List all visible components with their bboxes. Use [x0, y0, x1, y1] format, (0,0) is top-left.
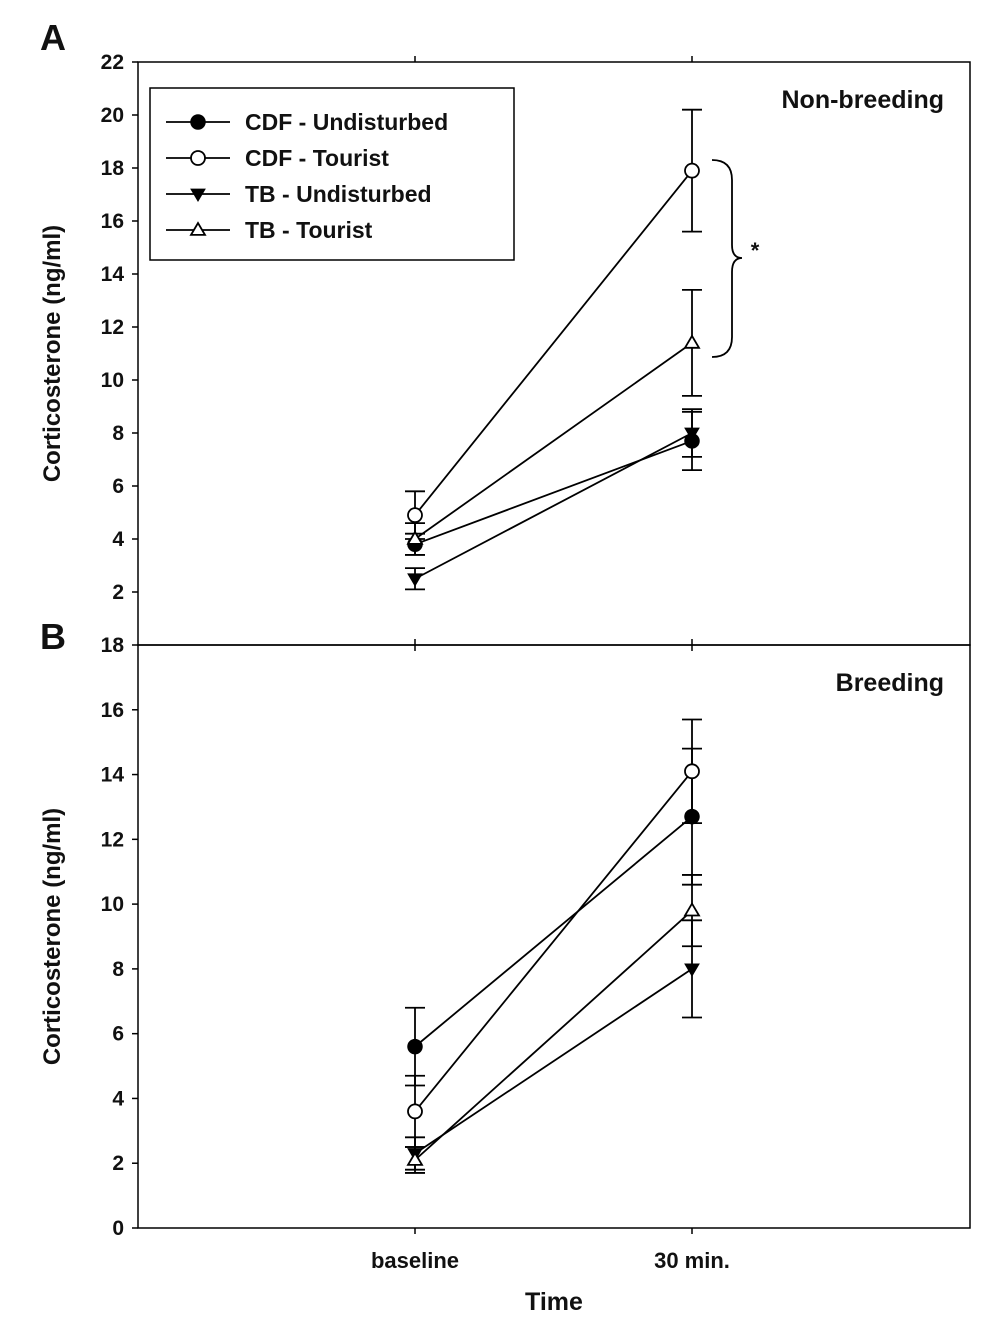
y-tick-label: 22	[101, 51, 124, 74]
data-point	[407, 573, 423, 587]
y-tick-label: 0	[112, 1217, 124, 1240]
y-tick-label: 16	[101, 699, 124, 722]
legend-label: TB - Undisturbed	[245, 181, 432, 207]
x-axis-label: Time	[525, 1288, 583, 1316]
series-line	[414, 770, 693, 1112]
series-line	[414, 170, 693, 516]
y-tick-label: 6	[112, 475, 124, 498]
data-point	[407, 507, 423, 524]
y-tick-label: 10	[101, 369, 124, 392]
series-cdf-undisturbed	[405, 410, 702, 556]
y-tick-label: 4	[112, 528, 124, 551]
series-line	[414, 342, 693, 540]
data-point	[407, 1038, 423, 1055]
significance-asterisk: *	[751, 238, 760, 263]
y-tick-label: 2	[112, 1152, 124, 1175]
y-tick-label: 12	[101, 828, 124, 851]
data-point	[683, 901, 701, 917]
significance-bracket	[711, 159, 743, 358]
y-tick-label: 18	[101, 634, 125, 657]
x-tick-label: 30 min.	[654, 1248, 730, 1273]
panel-label: B	[40, 616, 66, 657]
legend-label: TB - Tourist	[245, 217, 373, 243]
data-point	[684, 963, 700, 977]
y-axis-label: Corticosterone (ng/ml)	[39, 808, 66, 1065]
y-tick-label: 6	[112, 1023, 124, 1046]
y-tick-label: 16	[101, 210, 124, 233]
panel-title: Non-breeding	[782, 86, 945, 114]
y-tick-label: 2	[112, 581, 124, 604]
data-point	[407, 1103, 423, 1120]
panel-a: 2 4 6 8 10 12 14 16 18 20 22 Corticosterone (ng/ml)…	[39, 17, 971, 651]
panel-title: Breeding	[836, 669, 944, 697]
series-tb-tourist	[405, 288, 702, 556]
panel-b: 0 2 4 6 8 10 12 14 16 18 baseline 30 min. Corticoste…	[39, 616, 971, 1316]
y-axis-label: Corticosterone (ng/ml)	[39, 225, 66, 482]
y-tick-label: 8	[112, 422, 124, 445]
plot-frame	[137, 644, 971, 1229]
legend-marker	[189, 221, 207, 236]
legend-marker	[190, 188, 206, 202]
data-point	[684, 162, 700, 179]
legend-marker	[190, 150, 206, 166]
series-tb-undisturbed	[405, 408, 702, 591]
legend: CDF - Undisturbed CDF - Tourist TB - Undis…	[149, 87, 515, 261]
y-tick-label: 4	[112, 1087, 124, 1110]
y-tick-label: 8	[112, 958, 124, 981]
y-tick-label: 12	[101, 316, 124, 339]
y-tick-label: 10	[101, 893, 124, 916]
x-tick-label: baseline	[371, 1248, 459, 1273]
data-point	[406, 530, 424, 545]
series-tb-undisturbed	[405, 919, 702, 1171]
y-tick-label: 20	[101, 104, 124, 127]
data-point	[683, 334, 701, 349]
data-point	[406, 1151, 424, 1166]
legend-label: CDF - Tourist	[245, 145, 389, 171]
legend-box	[149, 87, 515, 261]
series-line	[414, 909, 693, 1161]
legend-label: CDF - Undisturbed	[245, 109, 448, 135]
series-line	[414, 440, 693, 546]
series-line	[414, 968, 693, 1155]
y-tick-label: 14	[101, 263, 125, 286]
series-cdf-tourist	[405, 718, 702, 1148]
y-tick-label: 14	[101, 764, 125, 787]
y-tick-label: 18	[101, 157, 125, 180]
series-line	[414, 815, 693, 1048]
series-line	[414, 432, 693, 580]
legend-marker	[190, 114, 206, 130]
data-point	[684, 763, 700, 780]
panel-label: A	[40, 17, 66, 58]
series-tb-tourist	[405, 874, 702, 1174]
data-point	[684, 427, 700, 441]
